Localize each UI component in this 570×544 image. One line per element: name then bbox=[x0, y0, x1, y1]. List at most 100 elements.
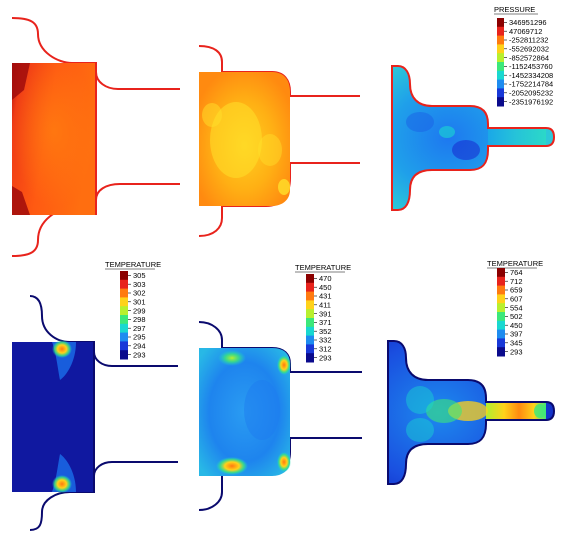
legend-swatch bbox=[306, 309, 314, 319]
legend-swatch bbox=[497, 88, 504, 98]
legend-swatch bbox=[497, 44, 504, 54]
legend-value: 303 bbox=[133, 280, 146, 289]
pressure-panel-3 bbox=[391, 65, 556, 211]
legend-swatch bbox=[497, 320, 505, 331]
legend-swatch bbox=[497, 18, 504, 28]
legend-value: -1152453760 bbox=[509, 62, 553, 71]
legend-value: 411 bbox=[319, 301, 331, 310]
temperature-legend-3: TEMPERATURE76471265960755450245039734529… bbox=[487, 259, 543, 357]
legend-value: 301 bbox=[133, 298, 146, 307]
legend-value: 391 bbox=[319, 309, 332, 318]
legend-value: -2052095232 bbox=[509, 89, 553, 98]
temperature-panel-1-lower-outline bbox=[29, 461, 178, 531]
legend-value: -252811232 bbox=[509, 36, 548, 45]
legend-value: 293 bbox=[510, 347, 523, 356]
legend-value: 450 bbox=[510, 321, 523, 330]
legend-value: -1452334208 bbox=[509, 71, 553, 80]
legend-value: -552692032 bbox=[509, 45, 549, 54]
legend-swatch bbox=[306, 274, 314, 284]
temperature-panel-2 bbox=[198, 321, 362, 511]
legend-swatch bbox=[497, 329, 505, 339]
legend-swatch bbox=[306, 344, 314, 354]
pressure-panel-2 bbox=[198, 45, 360, 237]
legend-value: 312 bbox=[319, 345, 332, 354]
legend-value: 299 bbox=[133, 306, 146, 315]
legend-value: 502 bbox=[510, 312, 523, 321]
legend-value: 295 bbox=[133, 333, 146, 342]
legend-swatch bbox=[306, 282, 314, 293]
legend-value: 431 bbox=[319, 292, 332, 301]
legend-swatch bbox=[306, 326, 314, 337]
legend-value: 297 bbox=[133, 324, 146, 333]
legend-swatch bbox=[120, 350, 128, 360]
legend-swatch bbox=[497, 268, 505, 278]
legend-swatch bbox=[306, 335, 314, 345]
pressure-panel-1 bbox=[11, 17, 180, 257]
legend-value: 345 bbox=[510, 339, 523, 348]
legend-value: 607 bbox=[510, 295, 523, 304]
legend-value: 712 bbox=[510, 277, 523, 286]
temperature-legend-2: TEMPERATURE 47045043141139137135233231229… bbox=[295, 263, 351, 363]
legend-swatch bbox=[120, 279, 128, 290]
legend-swatch bbox=[497, 35, 504, 45]
legend-value: 47069712 bbox=[509, 27, 542, 36]
temperature-legend-1: TEMPERATURE 30530330230129929829729529429… bbox=[105, 260, 161, 360]
legend-title: TEMPERATURE bbox=[295, 263, 351, 272]
legend-title: TEMPERATURE bbox=[487, 259, 543, 268]
temperature-panel-1-chamber bbox=[12, 342, 94, 492]
pressure-panel-1-upper-outline bbox=[11, 17, 180, 90]
temperature-panel-1 bbox=[12, 295, 178, 531]
legend-swatch bbox=[497, 62, 504, 72]
legend-swatch bbox=[497, 276, 505, 287]
legend-swatch bbox=[497, 312, 505, 322]
legend-value: 293 bbox=[133, 350, 146, 359]
legend-swatch bbox=[497, 97, 504, 107]
legend-swatch bbox=[120, 341, 128, 351]
legend-value: 293 bbox=[319, 353, 332, 362]
legend-value: 294 bbox=[133, 342, 146, 351]
legend-swatch bbox=[306, 353, 314, 363]
legend-value: 470 bbox=[319, 274, 332, 283]
legend-swatch bbox=[120, 323, 128, 334]
legend-value: 298 bbox=[133, 315, 146, 324]
legend-value: 764 bbox=[510, 268, 523, 277]
legend-value: 305 bbox=[133, 271, 146, 280]
legend-swatch bbox=[497, 294, 505, 304]
pressure-legend: PRESSURE 34695129647069712-252811232-5526… bbox=[494, 5, 553, 107]
legend-swatch bbox=[497, 338, 505, 348]
temperature-panel-3 bbox=[387, 340, 556, 485]
legend-title: PRESSURE bbox=[494, 5, 535, 14]
legend-value: -1752214784 bbox=[509, 80, 553, 89]
legend-swatch bbox=[306, 318, 314, 328]
legend-swatch bbox=[120, 306, 128, 316]
legend-swatch bbox=[120, 332, 128, 342]
legend-swatch bbox=[497, 70, 504, 81]
legend-swatch bbox=[120, 297, 128, 307]
legend-value: 332 bbox=[319, 336, 332, 345]
legend-value: 371 bbox=[319, 318, 332, 327]
legend-swatch bbox=[120, 315, 128, 325]
legend-swatch bbox=[306, 291, 314, 301]
legend-swatch bbox=[497, 79, 504, 89]
legend-swatch bbox=[497, 285, 505, 295]
legend-swatch bbox=[497, 26, 504, 37]
legend-value: 659 bbox=[510, 286, 523, 295]
legend-swatch bbox=[497, 303, 505, 313]
legend-swatch bbox=[497, 347, 505, 357]
legend-value: -2351976192 bbox=[509, 97, 553, 106]
legend-swatch bbox=[306, 300, 314, 310]
legend-value: 302 bbox=[133, 289, 146, 298]
legend-swatch bbox=[497, 53, 504, 63]
legend-value: 352 bbox=[319, 327, 332, 336]
legend-swatch bbox=[120, 271, 128, 281]
legend-value: 450 bbox=[319, 283, 332, 292]
pressure-panel-3-body bbox=[391, 65, 556, 211]
legend-value: 554 bbox=[510, 303, 523, 312]
legend-title: TEMPERATURE bbox=[105, 260, 161, 269]
legend-value: 346951296 bbox=[509, 18, 547, 27]
legend-swatch bbox=[120, 288, 128, 298]
legend-value: -852572864 bbox=[509, 53, 549, 62]
legend-value: 397 bbox=[510, 330, 523, 339]
